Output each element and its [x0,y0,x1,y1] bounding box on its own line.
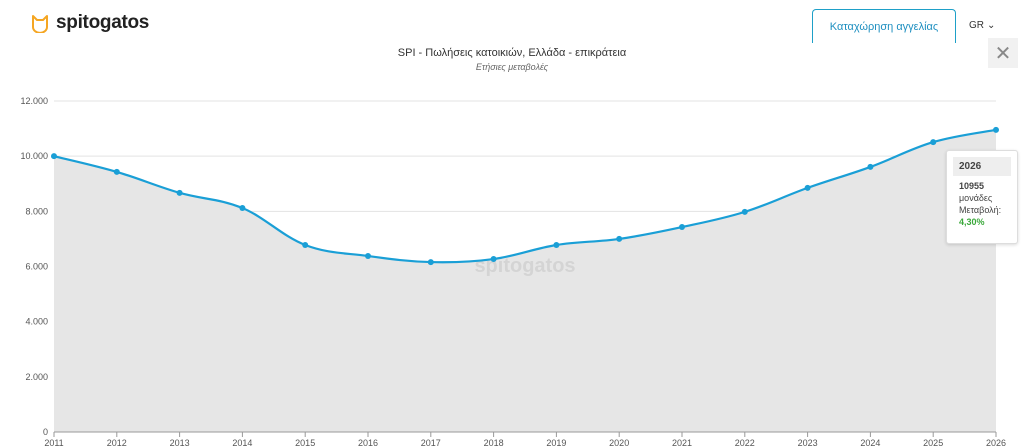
x-tick-label: 2012 [107,438,127,447]
x-tick-label: 2015 [295,438,315,447]
data-point [239,205,246,212]
y-tick-label: 4.000 [25,317,48,327]
x-tick-label: 2014 [232,438,252,447]
data-point [679,224,685,231]
chevron-down-icon: ⌄ [987,20,996,31]
x-tick-label: 2022 [735,438,755,447]
tooltip-value: 10955 [959,181,985,191]
language-label: GR [969,20,984,31]
chart-title: SPI - Πωλήσεις κατοικιών, Ελλάδα - επικρ… [397,47,627,59]
tooltip-change: 4,30% [959,217,985,227]
x-tick-label: 2024 [860,438,880,447]
post-listing-button[interactable]: Καταχώρηση αγγελίας [812,9,956,43]
x-tick-label: 2018 [484,438,504,447]
y-tick-label: 12.000 [20,96,48,106]
close-icon: ✕ [994,42,1012,65]
x-tick-label: 2013 [170,438,190,447]
watermark: spitogatos [474,255,575,277]
data-point [553,241,560,248]
data-point [616,235,623,242]
language-selector[interactable]: GR ⌄ [969,20,995,31]
x-tick-label: 2021 [672,438,692,447]
x-tick-label: 2026 [986,438,1006,447]
data-point [51,153,57,160]
area-fill [54,129,996,432]
close-button[interactable]: ✕ [988,38,1018,68]
cat-logo-icon [32,15,48,33]
logo[interactable]: spitogatos [30,12,149,34]
data-point [867,163,874,170]
data-point [930,139,937,146]
data-point [741,208,748,215]
logo-text: spitogatos [56,12,150,33]
y-tick-label: 6.000 [25,262,48,272]
data-point [804,184,811,191]
y-tick-label: 2.000 [25,372,48,382]
x-tick-label: 2016 [358,438,378,447]
tooltip: 2026 10955 μονάδες Μεταβολή: 4,30% [946,150,1018,244]
data-point [365,253,371,260]
chart-subtitle: Ετήσιες μεταβολές [475,62,549,72]
tooltip-unit: μονάδες [959,193,993,203]
data-point [302,241,309,248]
data-point [993,126,999,133]
x-tick-label: 2023 [798,438,818,447]
data-point [427,259,434,266]
x-tick-label: 2011 [44,438,63,447]
tooltip-change-label: Μεταβολή: [959,205,1002,215]
data-point [490,256,497,263]
x-tick-label: 2019 [546,438,566,447]
data-point [113,168,120,175]
data-point [176,189,183,196]
tooltip-year: 2026 [953,157,1011,176]
x-tick-label: 2025 [923,438,943,447]
x-tick-label: 2017 [421,438,441,447]
y-tick-label: 8.000 [25,206,48,216]
x-tick-label: 2020 [609,438,629,447]
y-tick-label: 10.000 [20,151,48,161]
y-tick-label: 0 [43,427,48,437]
series-line [53,128,997,264]
